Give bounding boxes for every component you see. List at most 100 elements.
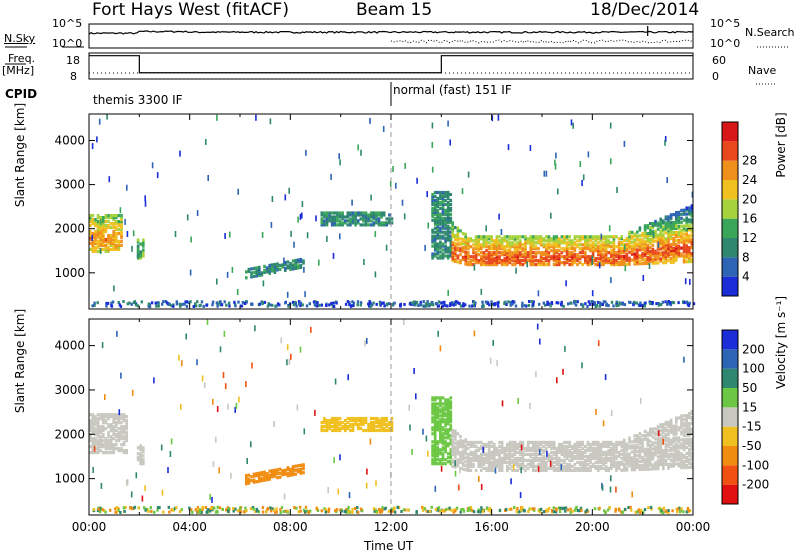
velocity-cell — [96, 451, 100, 455]
power-cell — [99, 231, 102, 236]
power-cell — [91, 218, 95, 222]
velocity-cell — [599, 464, 603, 468]
power-cell — [615, 255, 618, 259]
power-noise-cell — [632, 300, 636, 304]
power-cell — [281, 263, 284, 267]
velocity-cell — [480, 446, 483, 450]
velocity-cell — [431, 454, 434, 458]
velocity-cell — [615, 454, 618, 458]
velocity-cell — [628, 460, 631, 464]
power-cell — [102, 231, 105, 236]
velocity-cell — [449, 434, 453, 438]
power-noise-cell — [314, 300, 317, 304]
power-isolated-cell — [598, 262, 601, 269]
power-cell — [451, 255, 454, 259]
velocity-cell — [436, 396, 440, 400]
power-cell — [136, 252, 140, 256]
velocity-cell — [112, 443, 115, 447]
velocity-cell — [662, 466, 665, 471]
power-noise-cell — [318, 303, 321, 307]
velocity-noise-cell — [345, 508, 348, 511]
power-cell — [607, 239, 610, 243]
velocity-cell — [297, 464, 300, 468]
power-cell — [516, 257, 519, 261]
velocity-cell — [537, 458, 540, 462]
velocity-cell — [487, 466, 491, 470]
velocity-cell — [599, 446, 603, 450]
power-isolated-cell — [480, 288, 483, 295]
velocity-cell — [125, 435, 128, 439]
power-cell — [459, 261, 462, 265]
velocity-isolated-cell — [348, 492, 351, 499]
velocity-cell — [104, 443, 108, 447]
power-noise-cell — [610, 300, 614, 304]
velocity-cell — [521, 466, 525, 470]
velocity-cell — [685, 465, 688, 470]
power-cell — [433, 200, 437, 204]
power-cell — [493, 239, 496, 243]
power-cell — [511, 257, 514, 261]
power-cell — [675, 244, 678, 248]
velocity-cell — [474, 458, 478, 462]
velocity-noise-cell — [598, 506, 601, 510]
velocity-cell — [690, 415, 694, 419]
power-cell — [96, 245, 100, 249]
velocity-cell — [537, 452, 540, 456]
power-noise-cell — [657, 303, 661, 307]
velocity-cell — [436, 454, 440, 458]
velocity-cell — [591, 448, 595, 452]
velocity-noise-cell — [261, 506, 265, 510]
velocity-cell — [115, 439, 118, 443]
velocity-cell — [441, 432, 445, 436]
velocity-cell — [102, 439, 105, 443]
velocity-cell — [649, 445, 652, 449]
power-cell — [552, 239, 556, 243]
velocity-isolated-cell — [478, 475, 480, 482]
velocity-cell — [467, 462, 470, 466]
velocity-cell — [646, 449, 649, 453]
velocity-cell — [563, 452, 566, 456]
power-cell — [115, 227, 118, 232]
power-cell — [568, 251, 571, 255]
power-cell — [682, 258, 686, 262]
velocity-cell — [534, 452, 538, 456]
power-cell — [346, 223, 350, 227]
power-cell — [604, 259, 608, 263]
velocity-cell — [638, 459, 642, 464]
power-cell — [109, 225, 113, 230]
power-cell — [439, 254, 442, 258]
power-noise-cell — [542, 301, 545, 305]
power-cell — [555, 245, 558, 249]
velocity-isolated-cell — [369, 438, 372, 445]
power-cell — [441, 212, 445, 216]
power-cell — [511, 237, 514, 241]
power-cell — [431, 252, 434, 256]
velocity-cell — [633, 468, 636, 472]
power-cell — [659, 229, 662, 233]
velocity-cell — [688, 423, 691, 428]
power-cell — [91, 222, 95, 226]
power-noise-cell — [426, 300, 429, 304]
power-cell — [96, 235, 100, 240]
power-cell — [659, 219, 662, 223]
velocity-cell — [490, 450, 493, 454]
velocity-cell — [112, 417, 115, 421]
power-cell — [662, 241, 665, 245]
velocity-colorbar-label: Velocity [m s⁻¹] — [774, 295, 788, 390]
power-cell — [547, 251, 551, 255]
velocity-cell — [461, 449, 465, 453]
velocity-noise-cell — [307, 510, 310, 514]
velocity-cell — [628, 452, 631, 456]
xtick-label: 20:00 — [575, 520, 610, 534]
velocity-noise-cell — [479, 510, 482, 514]
velocity-cell — [276, 476, 279, 480]
power-isolated-cell — [315, 215, 317, 222]
power-noise-cell — [126, 302, 129, 306]
ytick-label: 1000 — [54, 266, 85, 280]
velocity-cell — [649, 427, 652, 431]
power-noise-cell — [449, 304, 452, 307]
power-cell — [610, 261, 613, 265]
power-isolated-cell — [286, 291, 289, 298]
power-noise-cell — [576, 300, 579, 304]
velocity-noise-cell — [476, 510, 480, 514]
